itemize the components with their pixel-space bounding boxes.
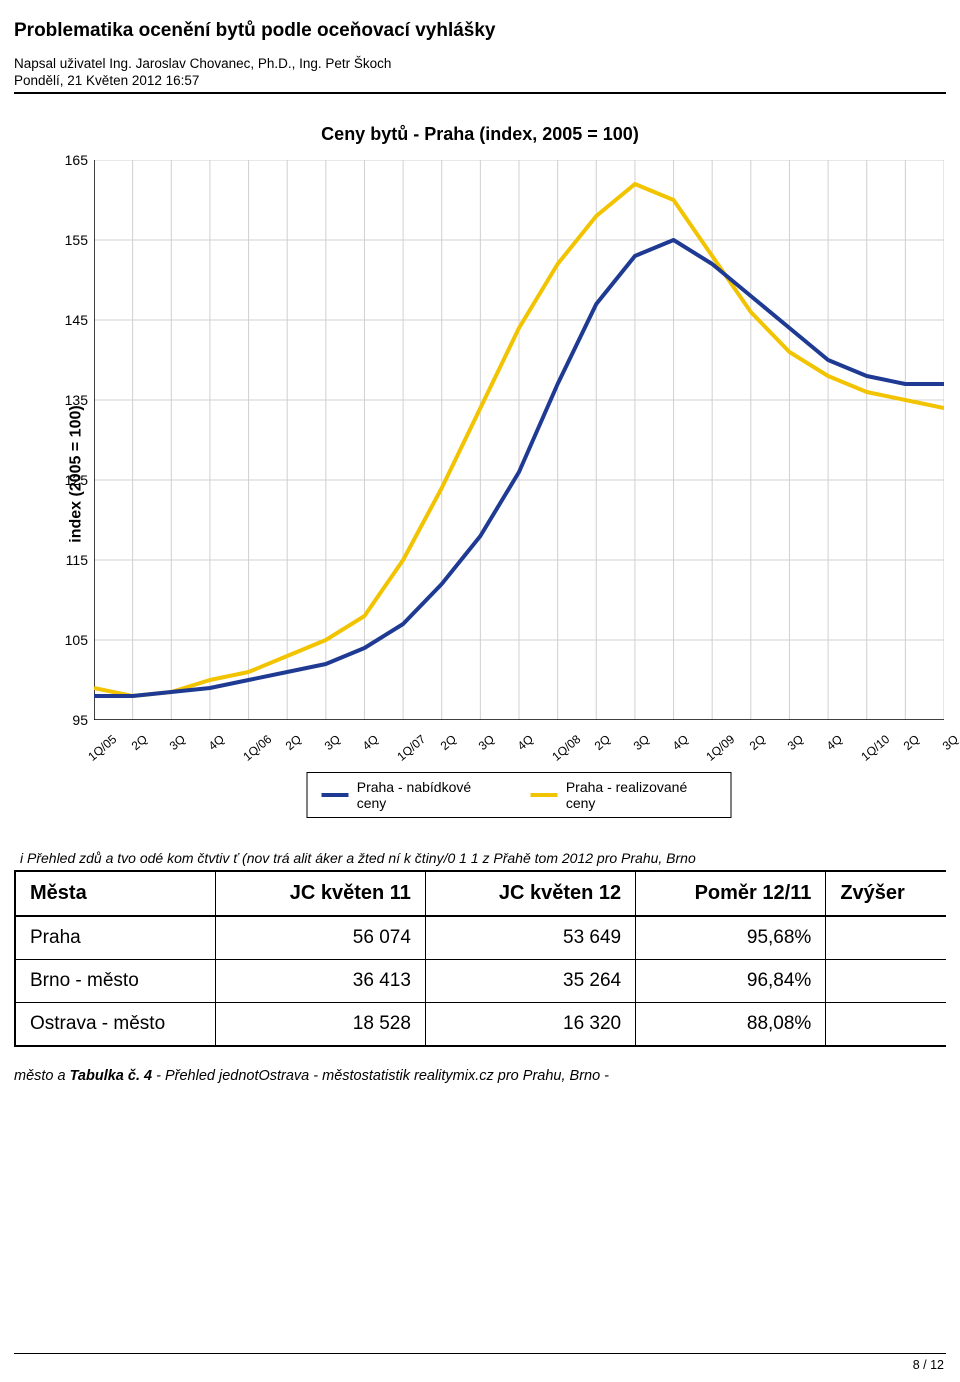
table-row: Brno - město36 41335 26496,84% bbox=[15, 960, 946, 1003]
x-tick-label: 1Q/06 bbox=[240, 732, 274, 764]
x-tick-label: 3Q bbox=[322, 732, 343, 753]
table-caption: město a Tabulka č. 4 - Přehled jednotOst… bbox=[14, 1068, 946, 1084]
chart-legend: Praha - nabídkové ceny Praha - realizova… bbox=[307, 772, 732, 818]
table-cell: 88,08% bbox=[636, 1003, 826, 1047]
y-tick-label: 125 bbox=[48, 472, 88, 488]
x-tick-label: 4Q bbox=[360, 732, 381, 753]
x-tick-label: 2Q bbox=[283, 732, 304, 753]
table-cell: 56 074 bbox=[215, 916, 425, 960]
x-tick-label: 3Q bbox=[785, 732, 806, 753]
x-tick-label: 2Q bbox=[901, 732, 922, 753]
table-cell: Brno - město bbox=[15, 960, 215, 1003]
caption-suffix: statistik realitymix.cz pro Prahu, Brno … bbox=[362, 1068, 609, 1084]
y-tick-label: 95 bbox=[48, 712, 88, 728]
y-tick-label: 135 bbox=[48, 392, 88, 408]
page-number: 8 / 12 bbox=[913, 1358, 944, 1372]
table-cell: 16 320 bbox=[425, 1003, 635, 1047]
table-cell: 53 649 bbox=[425, 916, 635, 960]
col-header-jc12: JC květen 12 bbox=[425, 871, 635, 916]
chart-container: Ceny bytů - Praha (index, 2005 = 100) in… bbox=[14, 124, 946, 824]
x-tick-label: 2Q bbox=[437, 732, 458, 753]
table-cell: 96,84% bbox=[636, 960, 826, 1003]
x-tick-label: 1Q/10 bbox=[858, 732, 892, 764]
price-table: Města JC květen 11 JC květen 12 Poměr 12… bbox=[14, 870, 946, 1047]
legend-item-1: Praha - realizované ceny bbox=[531, 779, 717, 811]
y-tick-label: 145 bbox=[48, 312, 88, 328]
table-cell: 95,68% bbox=[636, 916, 826, 960]
page-title: Problematika ocenění bytů podle oceňovac… bbox=[14, 20, 946, 42]
x-tick-label: 4Q bbox=[206, 732, 227, 753]
legend-swatch-0 bbox=[322, 793, 349, 797]
date-line: Pondělí, 21 Květen 2012 16:57 bbox=[14, 73, 946, 88]
x-tick-label: 1Q/09 bbox=[703, 732, 737, 764]
caption-prefix: město a bbox=[14, 1068, 70, 1084]
footer-divider bbox=[14, 1353, 946, 1354]
chart-title: Ceny bytů - Praha (index, 2005 = 100) bbox=[321, 124, 639, 145]
y-tick-label: 165 bbox=[48, 152, 88, 168]
table-cell bbox=[826, 916, 946, 960]
table-row: Praha56 07453 64995,68% bbox=[15, 916, 946, 960]
y-tick-label: 115 bbox=[48, 552, 88, 568]
x-tick-label: 3Q bbox=[476, 732, 497, 753]
x-tick-label: 4Q bbox=[824, 732, 845, 753]
table-row: Ostrava - město18 52816 32088,08% bbox=[15, 1003, 946, 1047]
x-tick-label: 4Q bbox=[515, 732, 536, 753]
table-cell: Ostrava - město bbox=[15, 1003, 215, 1047]
col-header-ratio: Poměr 12/11 bbox=[636, 871, 826, 916]
x-tick-label: 2Q bbox=[592, 732, 613, 753]
x-tick-label: 1Q/05 bbox=[85, 732, 119, 764]
table-cell: 35 264 bbox=[425, 960, 635, 1003]
overlapping-caption-text: i Přehled zdů a tvo odé kom čtvtiv ť (no… bbox=[20, 850, 940, 866]
x-tick-label: 3Q bbox=[631, 732, 652, 753]
caption-italic2: Ostrava - město bbox=[258, 1068, 361, 1084]
caption-mid: - Přehled jednot bbox=[152, 1068, 258, 1084]
table-header-row: Města JC květen 11 JC květen 12 Poměr 12… bbox=[15, 871, 946, 916]
legend-item-0: Praha - nabídkové ceny bbox=[322, 779, 501, 811]
col-header-city: Města bbox=[15, 871, 215, 916]
y-tick-label: 105 bbox=[48, 632, 88, 648]
x-tick-label: 3Q bbox=[940, 732, 960, 753]
document-header: Problematika ocenění bytů podle oceňovac… bbox=[14, 20, 946, 94]
x-tick-label: 3Q bbox=[167, 732, 188, 753]
table-cell bbox=[826, 960, 946, 1003]
author-line: Napsal uživatel Ing. Jaroslav Chovanec, … bbox=[14, 56, 946, 71]
y-tick-label: 155 bbox=[48, 232, 88, 248]
chart-svg bbox=[94, 160, 944, 720]
x-tick-label: 1Q/08 bbox=[549, 732, 583, 764]
x-tick-label: 1Q/07 bbox=[394, 732, 428, 764]
table-cell bbox=[826, 1003, 946, 1047]
legend-label-0: Praha - nabídkové ceny bbox=[357, 779, 501, 811]
x-tick-label: 2Q bbox=[747, 732, 768, 753]
chart-plot-area: 95105115125135145155165 1Q/052Q3Q4Q1Q/06… bbox=[94, 160, 944, 720]
header-divider bbox=[14, 92, 946, 94]
col-header-zvyser: Zvýšer bbox=[826, 871, 946, 916]
col-header-jc11: JC květen 11 bbox=[215, 871, 425, 916]
table-cell: Praha bbox=[15, 916, 215, 960]
caption-bold: Tabulka č. 4 bbox=[70, 1068, 152, 1084]
legend-swatch-1 bbox=[531, 793, 558, 797]
x-tick-label: 2Q bbox=[128, 732, 149, 753]
legend-label-1: Praha - realizované ceny bbox=[566, 779, 717, 811]
table-cell: 18 528 bbox=[215, 1003, 425, 1047]
table-cell: 36 413 bbox=[215, 960, 425, 1003]
x-tick-label: 4Q bbox=[669, 732, 690, 753]
